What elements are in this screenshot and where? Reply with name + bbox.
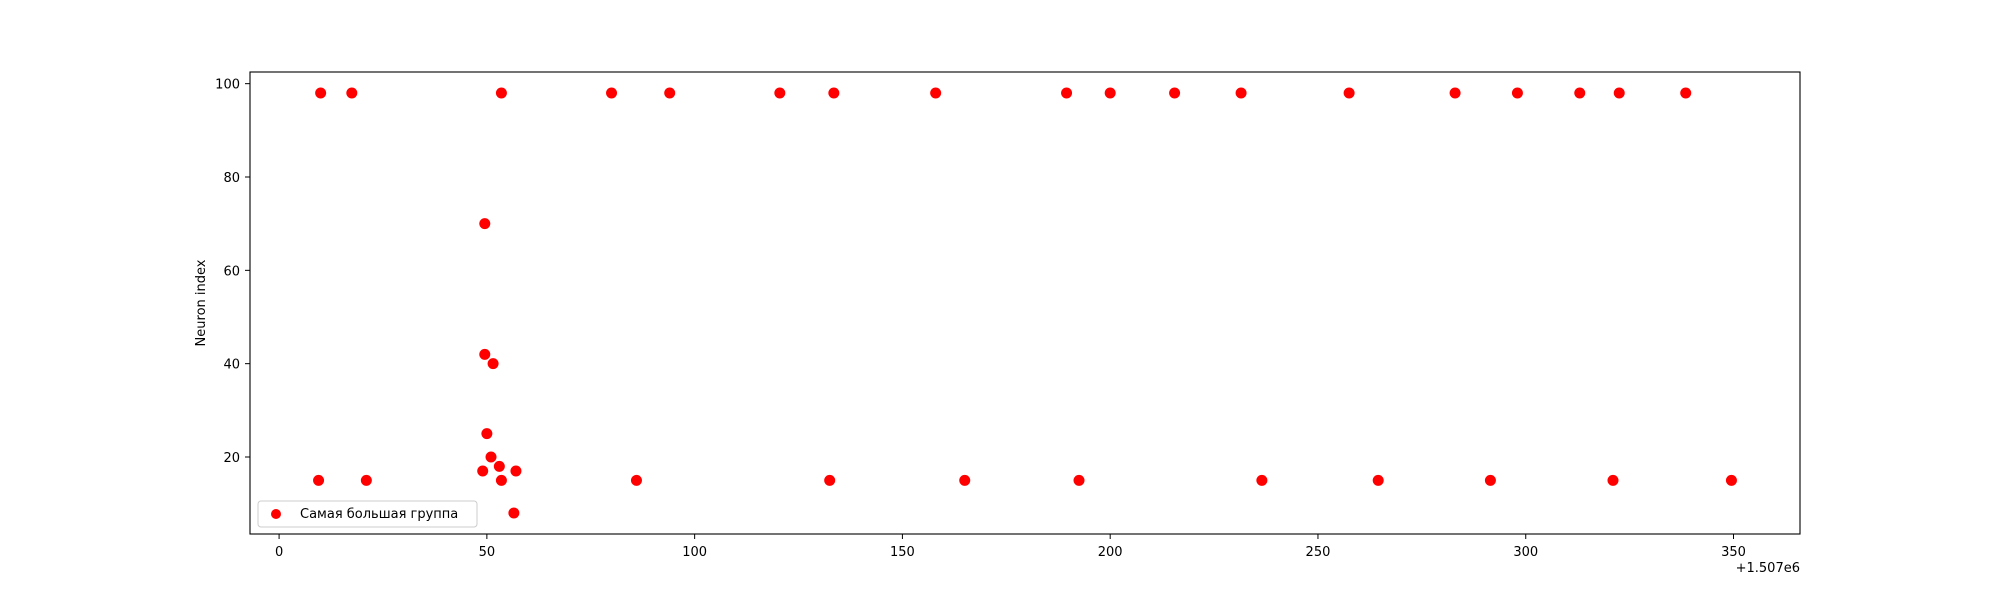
x-axis-ticks: 0 50 100 150 200 250 300 350 xyxy=(275,534,1746,560)
x-tick-label: 300 xyxy=(1513,545,1538,560)
legend-box xyxy=(257,500,478,528)
scatter-point xyxy=(481,428,493,440)
scatter-point xyxy=(606,87,618,99)
scatter-point xyxy=(1511,87,1523,99)
scatter-point xyxy=(1061,87,1073,99)
x-tick-label: 50 xyxy=(479,545,496,560)
scatter-point xyxy=(487,358,499,370)
scatter-point xyxy=(315,87,327,99)
scatter-point xyxy=(930,87,942,99)
scatter-point xyxy=(664,87,676,99)
data-points xyxy=(313,87,1737,519)
scatter-point xyxy=(774,87,786,99)
scatter-point xyxy=(1680,87,1692,99)
scatter-point xyxy=(477,465,489,477)
x-tick-label: 200 xyxy=(1098,545,1123,560)
scatter-point xyxy=(1613,87,1625,99)
scatter-point xyxy=(485,451,497,463)
scatter-point xyxy=(495,474,507,486)
scatter-point xyxy=(824,474,836,486)
scatter-point xyxy=(1343,87,1355,99)
scatter-point xyxy=(360,474,372,486)
scatter-point xyxy=(828,87,840,99)
y-tick-label: 60 xyxy=(223,264,240,279)
scatter-point xyxy=(630,474,642,486)
y-tick-label: 80 xyxy=(223,171,240,186)
scatter-point xyxy=(1169,87,1181,99)
scatter-point xyxy=(1372,474,1384,486)
y-tick-label: 20 xyxy=(223,451,240,466)
plot-frame xyxy=(249,71,1801,535)
scatter-point xyxy=(1256,474,1268,486)
scatter-point xyxy=(1725,474,1737,486)
x-tick-label: 250 xyxy=(1306,545,1331,560)
legend-marker xyxy=(271,509,281,519)
scatter-point xyxy=(1104,87,1116,99)
scatter-point xyxy=(1484,474,1496,486)
scatter-point xyxy=(1235,87,1247,99)
legend: Самая большая группа xyxy=(257,500,478,528)
scatter-point xyxy=(495,87,507,99)
y-tick-label: 100 xyxy=(215,78,240,93)
scatter-point xyxy=(346,87,358,99)
scatter-point xyxy=(313,474,325,486)
x-tick-label: 0 xyxy=(275,545,283,560)
y-tick-label: 40 xyxy=(223,358,240,373)
scatter-point xyxy=(1574,87,1586,99)
legend-label: Самая большая группа xyxy=(300,507,458,522)
scatter-point xyxy=(959,474,971,486)
scatter-point xyxy=(508,507,520,519)
y-axis-ticks: 20 40 60 80 100 xyxy=(215,78,250,466)
x-tick-label: 350 xyxy=(1721,545,1746,560)
x-tick-label: 100 xyxy=(682,545,707,560)
scatter-point xyxy=(1607,474,1619,486)
scatter-point xyxy=(479,348,491,360)
scatter-point xyxy=(1073,474,1085,486)
y-axis-label: Neuron index xyxy=(194,259,209,346)
scatter-point xyxy=(479,218,491,230)
x-axis-offset-label: +1.507e6 xyxy=(1736,561,1800,576)
scatter-point xyxy=(493,460,505,472)
x-tick-label: 150 xyxy=(890,545,915,560)
scatter-point xyxy=(510,465,522,477)
scatter-point xyxy=(1449,87,1461,99)
